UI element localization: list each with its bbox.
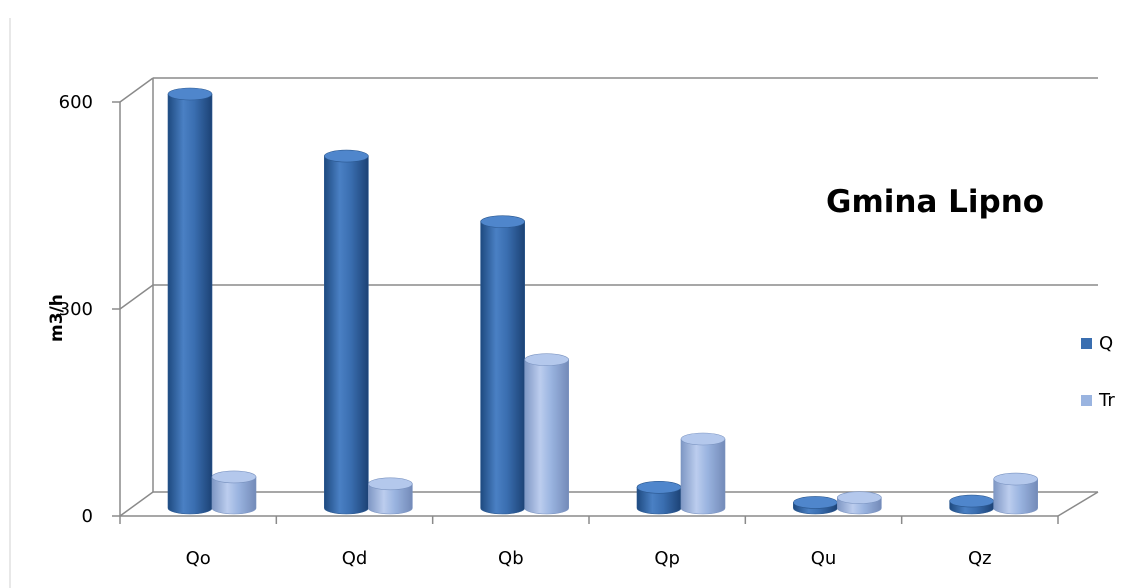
legend-label-q: Q — [1099, 333, 1113, 354]
x-tick-label: Qd — [342, 548, 368, 569]
bar-tr-qb — [524, 353, 569, 515]
bar-body — [480, 221, 525, 515]
plot-walls — [119, 78, 1099, 517]
bar-q-qp — [636, 480, 682, 515]
x-tick-label: Qb — [498, 548, 524, 569]
bar-body — [680, 438, 726, 515]
bar-body — [993, 478, 1038, 515]
bar-top — [368, 477, 413, 491]
bar-body — [167, 93, 213, 515]
x-tick-label: Qo — [186, 548, 211, 569]
y-tick-label: 0 — [82, 506, 93, 527]
bar-top — [680, 432, 726, 446]
y-tick-label: 600 — [59, 92, 93, 113]
legend-swatch-q — [1081, 338, 1092, 349]
x-tick-label: Qp — [654, 548, 680, 569]
bar-tr-qp — [680, 432, 726, 515]
bar-body — [368, 483, 413, 515]
bar-q-qd — [324, 149, 369, 515]
bar-body — [636, 487, 682, 515]
bar-top — [324, 149, 369, 163]
chart-title: Gmina Lipno — [826, 184, 1044, 220]
bar-top — [993, 472, 1038, 486]
bar-body — [524, 359, 569, 515]
legend-label-tr: Tr — [1098, 390, 1115, 411]
gridline-diag — [119, 491, 154, 517]
gridlines — [119, 77, 1098, 517]
y-axis-ticks: 0 300 600 — [59, 92, 120, 527]
gridline-diag — [119, 284, 154, 310]
bar-q-qo — [167, 87, 213, 515]
bar-top — [793, 496, 838, 509]
bar-tr-qz — [993, 472, 1038, 515]
bar-tr-qo — [211, 470, 257, 515]
bar-q-qb — [480, 215, 525, 515]
bar-top — [211, 470, 257, 484]
bar-top — [480, 215, 525, 228]
bar-q-qz — [949, 494, 994, 515]
bar-q-qu — [793, 496, 838, 515]
x-tick-label: Qz — [968, 548, 992, 569]
bars — [167, 87, 1038, 515]
bar-tr-qd — [368, 477, 413, 515]
bar-top — [167, 87, 213, 101]
bar-body — [324, 155, 369, 515]
y-tick-label: 300 — [59, 299, 93, 320]
gridline-diag — [119, 77, 154, 103]
floor-right-edge — [1057, 491, 1099, 517]
legend-swatch-tr — [1081, 395, 1092, 406]
x-tick-label: Qu — [811, 548, 837, 569]
x-axis-ticks: Qo Qd Qb Qp Qu Qz — [119, 516, 1059, 569]
y-axis-label: m3/h — [47, 294, 67, 342]
legend: Q Tr — [1081, 333, 1115, 411]
bar-tr-qu — [837, 491, 882, 515]
bar-top — [524, 353, 569, 366]
bar-top — [949, 494, 994, 508]
bar-body — [211, 476, 257, 515]
bar-top — [636, 480, 682, 494]
bar-top — [837, 491, 882, 504]
